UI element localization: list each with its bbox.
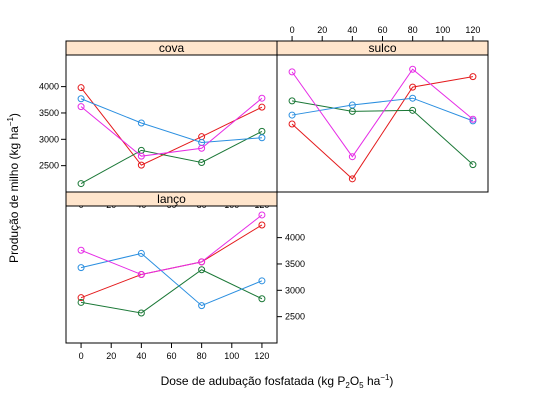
y-tick-label: 3500 [39,108,59,118]
series-line-0 [81,88,262,165]
x-axis-label-close: ) [389,374,393,388]
x-tick-label: 60 [166,351,176,361]
series-line-3 [81,215,262,275]
y-tick-label: 3000 [285,285,305,295]
y-tick-label: 2500 [285,312,305,322]
y-tick-label: 3500 [285,259,305,269]
panel-0: cova0204060801001202500300035004000 [39,41,277,210]
x-tick-label: 0 [290,25,295,35]
x-tick-label: 80 [197,351,207,361]
y-axis-label: Produção de milho (kg ha−1) [6,113,21,263]
panel-frame [277,55,488,192]
y-tick-label: 4000 [39,82,59,92]
series-line-3 [292,69,473,156]
x-tick-label: 120 [254,351,269,361]
y-tick-label: 2500 [39,161,59,171]
x-tick-label: 40 [136,351,146,361]
x-tick-label: 100 [224,351,239,361]
x-tick-label: 100 [435,25,450,35]
x-axis-label-text: Dose de adubação fosfatada (kg P [161,374,346,388]
y-axis-label-close: ) [7,113,21,117]
panel-title: sulco [368,41,396,55]
x-axis-label: Dose de adubação fosfatada (kg P2O5 ha−1… [161,373,394,390]
panel-2: lanço 0 20 40 60 80 100 120 2500 3000 3500 4000 [66,192,305,361]
panel-title: cova [159,41,185,55]
panel-frame [66,55,277,192]
x-tick-label: 60 [377,25,387,35]
series-line-0 [292,77,473,179]
x-tick-label: 40 [347,25,357,35]
series-line-1 [81,270,262,313]
y-tick-label: 4000 [285,233,305,243]
y-axis-label-text: Produção de milho (kg ha [7,126,21,263]
x-tick-label: 20 [106,351,116,361]
x-tick-label: 0 [79,351,84,361]
x-tick-label: 20 [317,25,327,35]
data-point [78,96,84,102]
panel-title: lanço [157,192,186,206]
x-tick-label: 80 [408,25,418,35]
series-line-1 [81,131,262,183]
panel-frame [66,206,277,343]
x-tick-label: 120 [465,25,480,35]
x-axis-label-unit: ha [364,374,381,388]
y-tick-label: 3000 [39,134,59,144]
series-line-3 [81,98,262,156]
panel-1: sulco 0 20 40 60 80 100 120 [277,25,488,192]
panels-layer: cova 0 20 40 60 80 100 120 2500 3000 3500 4000 sulco… [39,25,488,361]
x-axis-label-mid: O [350,374,359,388]
